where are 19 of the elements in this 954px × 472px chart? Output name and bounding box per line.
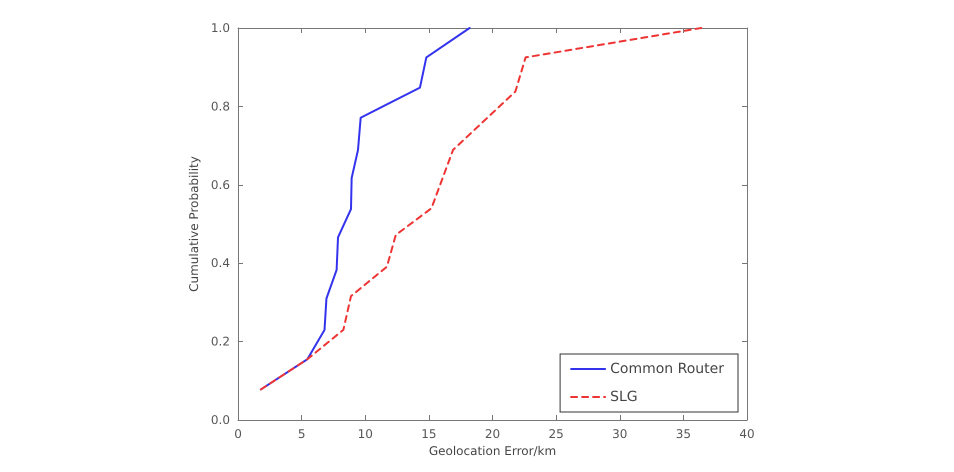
x-tick-label: 10 <box>358 427 373 441</box>
y-tick-label: 0.8 <box>210 99 230 114</box>
y-tick-label: 0.4 <box>210 256 230 270</box>
x-tick-label: 35 <box>676 427 692 441</box>
y-tick-label: 1.0 <box>210 21 230 35</box>
x-tick-label: 40 <box>739 427 755 441</box>
x-axis-title: Geolocation Error/km <box>428 444 556 458</box>
x-tick-label: 20 <box>484 427 500 441</box>
y-axis-title: Cumulative Probability <box>187 156 202 292</box>
x-tick-label: 0 <box>234 427 242 441</box>
x-tick-label: 30 <box>612 427 628 441</box>
y-tick-label: 0.6 <box>210 178 230 192</box>
legend-label: Common Router <box>610 361 724 377</box>
y-tick-label: 0.0 <box>210 413 230 427</box>
y-tick-label: 0.2 <box>210 334 230 349</box>
x-tick-label: 15 <box>421 427 437 441</box>
x-tick-label: 5 <box>298 427 306 441</box>
x-tick-label: 25 <box>548 427 564 441</box>
legend-label: SLG <box>610 389 638 405</box>
